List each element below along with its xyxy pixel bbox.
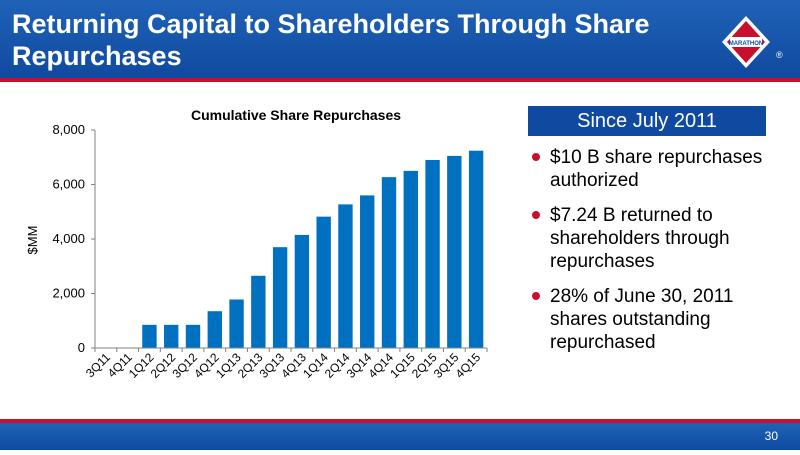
chart-area: Cumulative Share Repurchases $MM 0 2,000 4…	[0, 90, 520, 450]
x-tick-label: 4Q15	[453, 350, 484, 381]
footer-bar: 30	[0, 423, 800, 450]
x-axis: 3Q114Q111Q122Q123Q124Q121Q132Q133Q134Q13…	[83, 347, 488, 381]
side-heading: Since July 2011	[528, 106, 766, 136]
bullet-dot-icon	[532, 153, 540, 161]
bar	[185, 324, 201, 348]
chart-title: Cumulative Share Repurchases	[191, 107, 401, 123]
header-stripe	[0, 78, 800, 82]
bar	[229, 299, 244, 348]
bar	[142, 324, 157, 348]
bar	[360, 195, 375, 348]
bullet-dot-icon	[532, 292, 540, 300]
bar	[251, 275, 266, 348]
logo-text: MARATHON	[729, 41, 764, 47]
bar	[164, 324, 179, 348]
page-number: 30	[764, 429, 778, 443]
bar	[272, 247, 288, 348]
y-tick-label: 8,000	[52, 122, 85, 137]
bullet-item: $7.24 B returned to shareholders through…	[530, 204, 790, 273]
y-tick-label: 6,000	[52, 177, 85, 192]
bar	[294, 234, 310, 348]
y-tick-label: 2,000	[52, 286, 85, 301]
y-tick-label: 4,000	[52, 231, 85, 246]
y-axis-label: $MM	[25, 226, 40, 255]
bar	[468, 150, 484, 348]
header-bar: Returning Capital to Shareholders Throug…	[0, 0, 800, 78]
bar	[447, 155, 462, 348]
y-axis: 0 2,000 4,000 6,000 8,000	[52, 122, 96, 355]
bullet-dot-icon	[532, 211, 540, 219]
bullet-text: $7.24 B returned to shareholders through…	[550, 205, 730, 272]
bar	[425, 159, 440, 348]
bar	[316, 216, 331, 348]
bar-chart: Cumulative Share Repurchases $MM 0 2,000 4…	[25, 107, 488, 381]
bar	[338, 204, 353, 348]
bar	[403, 170, 418, 348]
bars	[142, 150, 484, 348]
bullet-item: 28% of June 30, 2011 shares outstanding …	[530, 285, 790, 354]
footer-stripe	[0, 419, 800, 423]
page-title: Returning Capital to Shareholders Throug…	[12, 9, 650, 71]
bar	[207, 311, 222, 348]
bullet-list: $10 B share repurchases authorized $7.24…	[530, 146, 790, 366]
y-tick-label: 0	[78, 340, 85, 355]
bullet-item: $10 B share repurchases authorized	[530, 146, 790, 192]
bullet-text: 28% of June 30, 2011 shares outstanding …	[550, 286, 734, 353]
marathon-logo: MARATHON	[722, 16, 770, 68]
bullet-text: $10 B share repurchases authorized	[550, 147, 763, 191]
bar	[381, 177, 397, 348]
registered-mark: ®	[776, 50, 783, 60]
